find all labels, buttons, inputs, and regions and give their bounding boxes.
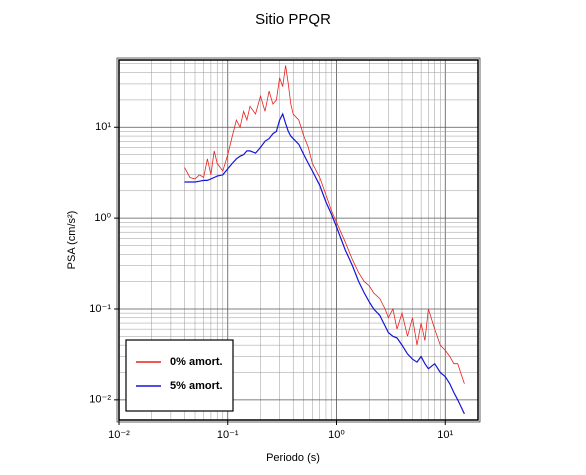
series-line	[184, 65, 465, 384]
y-tick-label: 10¹	[95, 121, 111, 133]
chart-title: Sitio PPQR	[255, 11, 331, 28]
y-axis-label: PSA (cm/s²)	[66, 211, 78, 270]
x-tick-label: 10⁰	[328, 429, 345, 441]
y-tick-label: 10⁰	[94, 212, 111, 224]
legend-box	[125, 339, 234, 412]
series-line	[184, 112, 465, 415]
legend-label: 0% amort.	[170, 356, 223, 368]
plot-frame-outer	[116, 57, 481, 423]
x-axis-label: Periodo (s)	[266, 452, 320, 464]
y-tick-label: 10⁻¹	[89, 303, 111, 315]
legend-label: 5% amort.	[170, 380, 223, 392]
x-tick-label: 10¹	[437, 429, 453, 441]
x-tick-label: 10⁻²	[108, 429, 130, 441]
x-tick-label: 10⁻¹	[217, 429, 239, 441]
plot-frame	[118, 59, 479, 421]
y-tick-label: 10⁻²	[89, 394, 111, 406]
